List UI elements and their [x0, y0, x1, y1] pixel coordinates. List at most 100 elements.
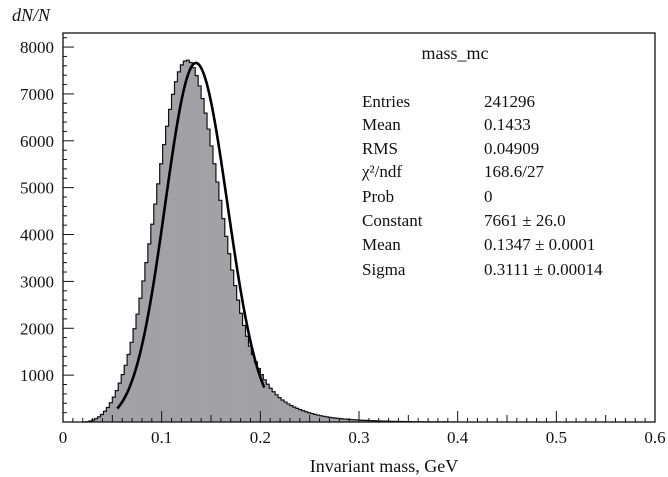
histogram-bin — [162, 144, 166, 423]
histogram-bin — [112, 397, 116, 422]
histogram-bin — [260, 374, 264, 422]
histogram-bin — [174, 81, 178, 423]
histogram-bin — [292, 407, 297, 422]
y-tick-label: 5000 — [20, 179, 54, 198]
y-tick-label: 6000 — [20, 132, 54, 151]
histogram-bin — [313, 414, 317, 422]
histogram-bin — [153, 204, 158, 422]
histogram-bin — [147, 243, 152, 422]
histogram-bin — [186, 60, 190, 423]
histogram-bin — [286, 403, 291, 422]
histogram-bin — [316, 415, 320, 422]
histogram-bin — [156, 183, 160, 422]
histogram-bin — [210, 145, 214, 422]
stats-value-entries: 241296 — [484, 92, 535, 111]
histogram-bin — [183, 61, 187, 423]
y-tick-labels: 1000 2000 3000 4000 5000 6000 7000 8000 — [20, 38, 54, 385]
histogram-bin — [352, 419, 356, 422]
histogram-bin — [189, 62, 193, 422]
x-axis-label: Invariant mass, GeV — [310, 456, 458, 476]
histogram-bin — [346, 419, 350, 422]
histogram-bin — [310, 413, 314, 422]
x-tick-label: 0.2 — [250, 428, 271, 447]
x-tick-label: 0 — [59, 428, 68, 447]
histogram-bin — [91, 420, 95, 422]
histogram-bin — [328, 417, 332, 422]
histogram-bin — [343, 419, 347, 422]
histogram-bin — [150, 224, 155, 422]
histogram-bin — [363, 420, 368, 422]
histogram-bin — [298, 409, 303, 422]
histogram-bin — [284, 402, 288, 422]
stats-label-entries: Entries — [362, 92, 410, 111]
x-tick-label: 0.1 — [151, 428, 172, 447]
histogram-bin — [355, 419, 359, 422]
y-tick-label: 3000 — [20, 272, 54, 291]
stats-label-prob: Prob — [362, 187, 394, 206]
stats-label-chi2: χ²/ndf — [361, 162, 402, 181]
stats-value-mean: 0.1433 — [484, 115, 531, 134]
y-tick-label: 4000 — [20, 226, 54, 245]
histogram-bin — [278, 397, 282, 422]
histogram-bin — [248, 346, 252, 422]
histogram-bin — [230, 270, 234, 422]
y-axis-label: dN/N — [12, 5, 51, 25]
histogram-bin — [177, 71, 181, 423]
histogram-bars — [82, 59, 459, 423]
histogram-outline — [82, 59, 459, 423]
stats-value-constant: 7661 ± 26.0 — [484, 211, 566, 230]
histogram-bin — [334, 418, 338, 422]
histogram-bin — [180, 64, 184, 423]
histogram-bin — [251, 354, 255, 422]
histogram-bin — [204, 113, 208, 422]
histogram-bin — [103, 411, 107, 422]
histogram-bin — [239, 313, 243, 422]
histogram-bin — [358, 420, 362, 422]
y-tick-label: 2000 — [20, 319, 54, 338]
histogram-bin — [215, 182, 220, 422]
fit-curve — [116, 61, 266, 410]
y-tick-label: 1000 — [20, 366, 54, 385]
histogram-bin — [242, 325, 246, 422]
histogram-bin — [115, 390, 119, 422]
y-tick-label: 8000 — [20, 38, 54, 57]
histogram-bin — [138, 298, 143, 422]
histogram-bin — [198, 85, 202, 423]
histogram-bin — [349, 419, 353, 422]
histogram-bin — [301, 410, 306, 422]
histogram-bin — [272, 391, 276, 422]
stats-label-rms: RMS — [362, 139, 398, 158]
stats-value-fit-mean: 0.1347 ± 0.0001 — [484, 235, 595, 254]
histogram-bin — [171, 94, 175, 423]
histogram-bin — [195, 75, 199, 423]
histogram-bin — [201, 98, 205, 423]
axis-ticks — [62, 37, 656, 423]
histogram-bin — [141, 280, 146, 422]
histogram-bin — [295, 408, 300, 422]
histogram-bin — [369, 420, 374, 422]
stats-label-fit-mean: Mean — [362, 235, 401, 254]
stats-value-sigma: 0.3111 ± 0.00014 — [484, 260, 603, 279]
stats-value-rms: 0.04909 — [484, 139, 539, 158]
histogram-bin — [304, 411, 308, 422]
histogram-bin — [254, 362, 258, 422]
histogram-bin — [325, 416, 329, 422]
histogram-bin — [144, 262, 149, 422]
histogram-bin — [207, 129, 211, 422]
stats-label-constant: Constant — [362, 211, 423, 230]
histogram-bin — [227, 253, 232, 422]
stats-label-sigma: Sigma — [362, 260, 406, 279]
histogram-bin — [212, 163, 217, 422]
histogram-bin — [257, 368, 261, 422]
stats-value-prob: 0 — [484, 187, 493, 206]
stats-label-mean: Mean — [362, 115, 401, 134]
histogram-bin — [266, 384, 270, 422]
x-tick-labels: 0 0.1 0.2 0.3 0.4 0.5 0.6 — [59, 428, 666, 447]
histogram-bin — [136, 314, 140, 422]
stats-title: mass_mc — [422, 43, 489, 63]
y-tick-label: 7000 — [20, 85, 54, 104]
histogram-bin — [233, 285, 237, 422]
histogram-bin — [281, 399, 285, 422]
histogram-bin — [275, 394, 279, 422]
